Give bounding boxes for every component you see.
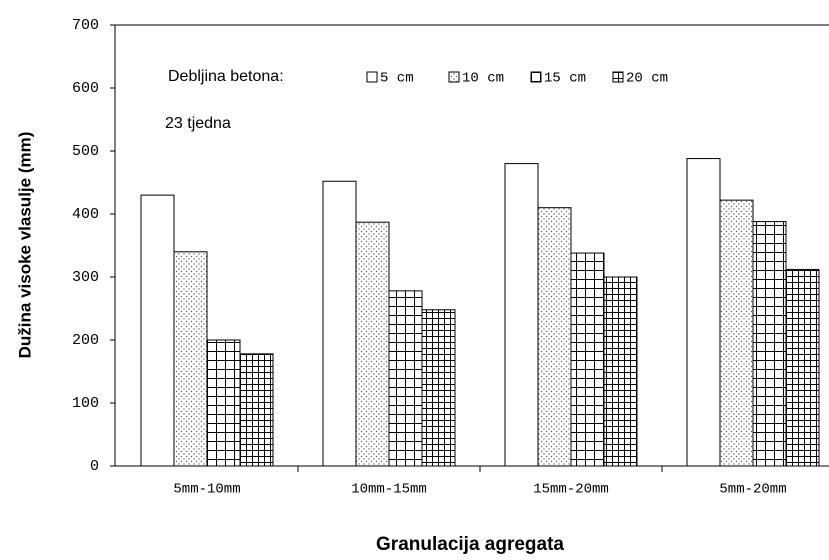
bar — [173, 251, 208, 467]
bar — [752, 221, 787, 467]
bar — [504, 163, 539, 467]
legend-label: 10 cm — [462, 71, 504, 87]
bar — [537, 207, 572, 467]
x-tick-label: 15mm-20mm — [533, 482, 609, 498]
bar — [322, 180, 357, 467]
bar — [785, 268, 820, 467]
legend-label: 5 cm — [380, 71, 414, 87]
bar — [421, 309, 456, 467]
y-axis-label: Dužina visoke vlasulje (mm) — [15, 132, 34, 359]
y-tick-label: 200 — [72, 332, 99, 349]
bar — [570, 252, 605, 467]
annotation: 23 tjedna — [165, 115, 231, 132]
y-tick-label: 100 — [72, 395, 99, 412]
x-axis-label: Granulacija agregata — [376, 534, 564, 555]
y-tick-label: 600 — [72, 80, 99, 97]
bar — [239, 353, 274, 467]
bar — [603, 276, 638, 467]
legend-title: Debljina betona: — [168, 68, 284, 85]
legend-label: 15 cm — [544, 71, 586, 87]
legend-swatch — [366, 71, 378, 83]
bar — [719, 199, 754, 467]
bar — [206, 339, 241, 467]
bar — [140, 194, 175, 467]
y-tick-label: 400 — [72, 206, 99, 223]
y-tick-label: 500 — [72, 143, 99, 160]
legend-label: 20 cm — [626, 71, 668, 87]
y-tick-label: 0 — [90, 458, 99, 475]
bar — [388, 290, 423, 467]
legend-swatch — [530, 71, 542, 83]
x-tick-label: 5mm-20mm — [719, 482, 786, 498]
bar — [355, 221, 390, 467]
legend-swatch — [448, 71, 460, 83]
x-tick-label: 10mm-15mm — [351, 482, 427, 498]
bar — [686, 158, 721, 467]
x-tick-label: 5mm-10mm — [173, 482, 240, 498]
y-tick-label: 700 — [72, 17, 99, 34]
legend-swatch — [612, 71, 624, 83]
y-tick-label: 300 — [72, 269, 99, 286]
